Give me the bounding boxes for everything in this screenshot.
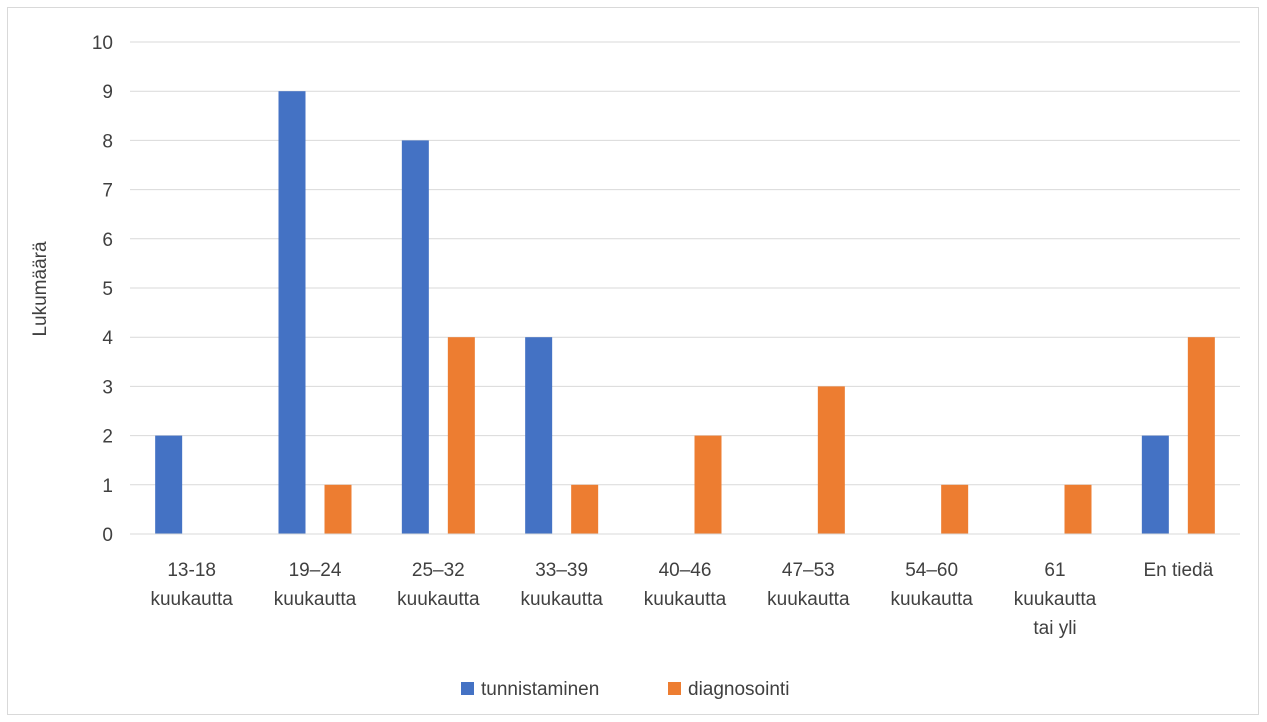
legend-label-tunnistaminen: tunnistaminen	[481, 679, 599, 700]
bar-tunnistaminen-3	[525, 337, 553, 534]
y-tick-label: 1	[102, 476, 113, 497]
y-tick-label: 9	[102, 82, 113, 103]
y-tick-label: 5	[102, 279, 113, 300]
x-tick-label: tai yli	[1033, 618, 1076, 639]
bar-tunnistaminen-8	[1141, 435, 1169, 534]
bar-diagnosointi-5	[817, 386, 845, 534]
x-tick-label: kuukautta	[274, 589, 357, 610]
bar-tunnistaminen-2	[401, 140, 429, 534]
x-tick-label: 40–46	[659, 560, 712, 581]
legend-swatch-tunnistaminen	[461, 682, 474, 695]
bars	[155, 91, 1215, 534]
bar-diagnosointi-7	[1064, 484, 1092, 534]
bar-diagnosointi-8	[1187, 337, 1215, 534]
gridlines	[130, 41, 1240, 486]
y-tick-label: 3	[102, 377, 113, 398]
x-tick-label: kuukautta	[520, 589, 603, 610]
legend-swatch-diagnosointi	[668, 682, 681, 695]
x-tick-label: En tiedä	[1143, 560, 1213, 581]
y-axis-title: Lukumäärä	[30, 241, 51, 336]
x-tick-labels: 13-18 kuukautta 19–24 kuukautta 25–32 kuukaut…	[150, 560, 1213, 639]
bar-diagnosointi-1	[324, 484, 352, 534]
y-tick-label: 10	[92, 33, 113, 54]
bar-diagnosointi-6	[941, 484, 969, 534]
bar-tunnistaminen-0	[155, 435, 183, 534]
chart-frame	[7, 7, 1259, 715]
x-tick-label: 33–39	[535, 560, 588, 581]
x-tick-label: 19–24	[289, 560, 342, 581]
y-tick-label: 7	[102, 181, 113, 202]
x-tick-label: kuukautta	[150, 589, 233, 610]
bar-diagnosointi-3	[571, 484, 599, 534]
x-tick-label: kuukautta	[767, 589, 850, 610]
x-tick-label: kuukautta	[397, 589, 480, 610]
y-tick-label: 4	[102, 328, 113, 349]
y-tick-labels: 0 1 2 3 4 5 6 7 8 9 10	[92, 33, 114, 546]
y-tick-label: 6	[102, 230, 113, 251]
legend: tunnistaminen diagnosointi	[461, 679, 789, 700]
legend-label-diagnosointi: diagnosointi	[688, 679, 789, 700]
x-tick-label: 13-18	[167, 560, 216, 581]
bar-tunnistaminen-1	[278, 91, 306, 534]
x-tick-label: 54–60	[905, 560, 958, 581]
x-tick-label: kuukautta	[1014, 589, 1097, 610]
x-tick-label: 61	[1044, 560, 1065, 581]
x-tick-label: 25–32	[412, 560, 465, 581]
x-tick-label: 47–53	[782, 560, 835, 581]
y-tick-label: 2	[102, 427, 113, 448]
bar-diagnosointi-2	[447, 337, 475, 534]
x-tick-label: kuukautta	[890, 589, 973, 610]
y-tick-label: 8	[102, 131, 113, 152]
x-tick-label: kuukautta	[644, 589, 727, 610]
y-tick-label: 0	[102, 525, 113, 546]
bar-diagnosointi-4	[694, 435, 722, 534]
